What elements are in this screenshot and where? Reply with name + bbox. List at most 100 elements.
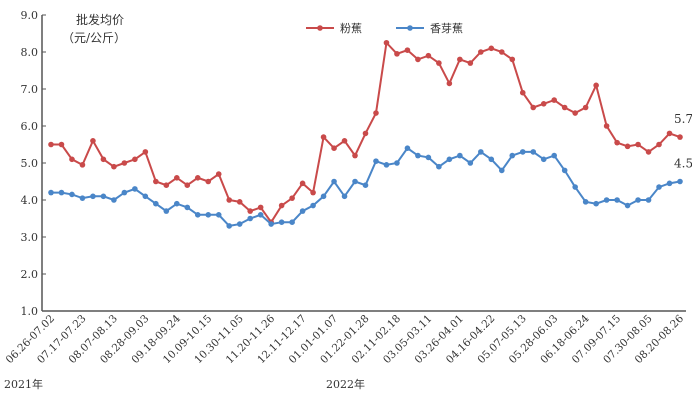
data-point bbox=[561, 104, 568, 111]
legend-label: 粉蕉 bbox=[340, 22, 362, 35]
data-point bbox=[457, 152, 463, 159]
data-point bbox=[572, 184, 578, 190]
data-point bbox=[603, 123, 610, 129]
data-point bbox=[79, 195, 86, 201]
data-point bbox=[320, 193, 327, 200]
data-point bbox=[331, 178, 337, 185]
data-point bbox=[498, 167, 505, 174]
data-point bbox=[593, 200, 599, 207]
data-point bbox=[310, 202, 316, 209]
legend-marker bbox=[317, 25, 323, 31]
data-point bbox=[362, 130, 369, 137]
data-point bbox=[205, 212, 212, 218]
data-point bbox=[174, 175, 180, 181]
data-point bbox=[373, 158, 379, 164]
y-tick-label: 3.0 bbox=[21, 231, 39, 244]
data-point bbox=[383, 39, 390, 46]
data-point bbox=[362, 182, 369, 188]
legend-marker bbox=[407, 25, 413, 31]
data-point bbox=[79, 162, 86, 168]
data-point bbox=[352, 178, 358, 185]
data-point bbox=[236, 199, 243, 205]
series-fenjiao: 5.7 bbox=[48, 39, 692, 225]
data-point bbox=[394, 160, 400, 166]
data-point bbox=[153, 178, 159, 185]
data-point bbox=[320, 134, 327, 140]
data-point bbox=[478, 149, 484, 155]
end-value-label: 5.7 bbox=[674, 112, 692, 126]
data-point bbox=[226, 197, 233, 203]
legend-label: 香芽蕉 bbox=[430, 21, 463, 35]
data-point bbox=[121, 160, 128, 166]
data-point bbox=[132, 186, 138, 192]
data-point bbox=[467, 160, 474, 166]
data-point bbox=[184, 182, 191, 188]
data-point bbox=[194, 175, 201, 181]
data-point bbox=[551, 152, 557, 159]
data-point bbox=[509, 56, 516, 63]
data-point bbox=[488, 156, 495, 163]
data-point bbox=[436, 60, 442, 66]
data-point bbox=[582, 199, 589, 205]
data-point bbox=[415, 56, 421, 63]
data-point bbox=[561, 167, 568, 174]
data-point bbox=[310, 189, 316, 196]
data-point bbox=[519, 89, 526, 96]
data-point bbox=[582, 104, 589, 111]
data-point bbox=[551, 97, 557, 103]
data-point bbox=[530, 149, 537, 155]
data-point bbox=[645, 149, 652, 155]
data-point bbox=[478, 49, 484, 55]
ylabel-line2: （元/公斤） bbox=[62, 31, 126, 45]
data-point bbox=[226, 223, 233, 229]
data-point bbox=[540, 156, 547, 163]
data-point bbox=[341, 193, 348, 200]
data-point bbox=[247, 215, 253, 222]
data-point bbox=[163, 208, 170, 214]
data-point bbox=[394, 51, 400, 57]
data-point bbox=[257, 212, 264, 218]
data-point bbox=[425, 52, 432, 59]
data-point bbox=[100, 156, 107, 163]
data-point bbox=[341, 138, 348, 144]
data-point bbox=[457, 56, 463, 63]
data-point bbox=[488, 45, 495, 52]
data-point bbox=[425, 154, 432, 161]
data-point bbox=[572, 110, 578, 116]
data-point bbox=[205, 178, 212, 185]
data-point bbox=[331, 145, 337, 151]
data-point bbox=[90, 138, 96, 144]
data-point bbox=[656, 141, 662, 148]
data-point bbox=[153, 200, 159, 207]
data-point bbox=[645, 197, 652, 203]
data-point bbox=[656, 184, 662, 190]
data-point bbox=[603, 197, 610, 203]
data-point bbox=[174, 200, 180, 207]
data-point bbox=[289, 219, 295, 225]
data-point bbox=[100, 193, 107, 200]
end-value-label: 4.5 bbox=[674, 157, 692, 171]
data-point bbox=[540, 101, 547, 107]
data-point bbox=[69, 156, 75, 163]
data-point bbox=[111, 197, 117, 203]
y-tick-label: 8.0 bbox=[21, 46, 39, 59]
data-point bbox=[383, 162, 390, 168]
data-point bbox=[69, 191, 75, 198]
data-point bbox=[163, 182, 170, 188]
data-point bbox=[373, 110, 379, 116]
data-point bbox=[614, 139, 620, 146]
ylabel-line1: 批发均价 bbox=[76, 12, 124, 27]
y-tick-label: 7.0 bbox=[21, 83, 39, 96]
data-point bbox=[593, 82, 599, 89]
year-label-2021: 2021年 bbox=[4, 377, 43, 391]
data-point bbox=[677, 178, 683, 185]
year-label-2022: 2022年 bbox=[326, 377, 365, 391]
data-point bbox=[184, 204, 191, 211]
data-point bbox=[352, 152, 358, 159]
data-point bbox=[278, 219, 285, 225]
data-point bbox=[519, 149, 526, 155]
data-point bbox=[121, 189, 128, 196]
data-point bbox=[194, 212, 201, 218]
data-point bbox=[635, 197, 641, 203]
